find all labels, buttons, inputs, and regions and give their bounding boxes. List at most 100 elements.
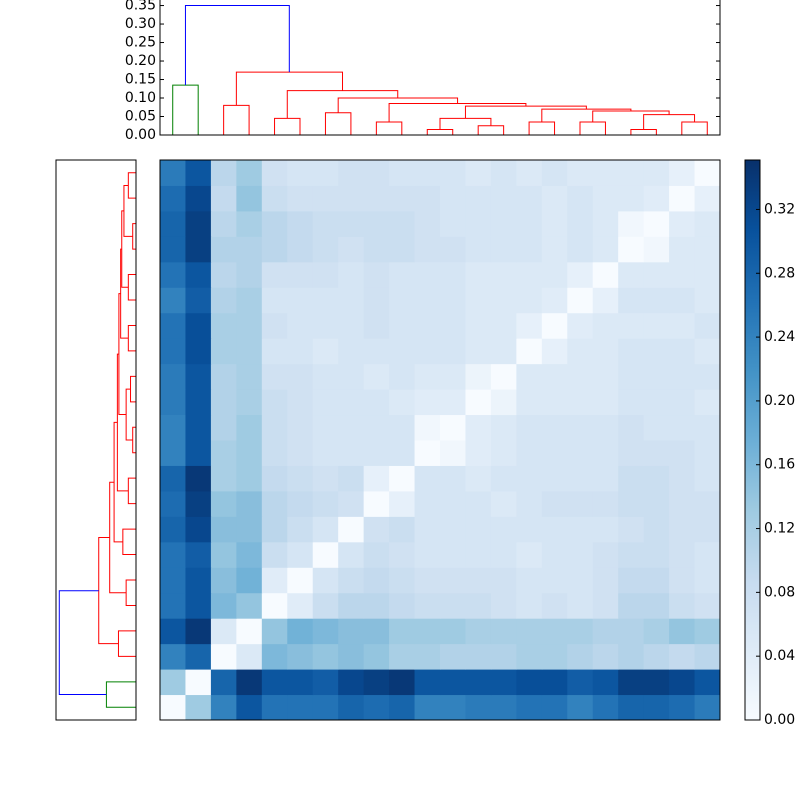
heatmap-cell (261, 465, 288, 492)
heatmap-cell (567, 541, 594, 568)
heatmap-cell (389, 287, 416, 314)
heatmap-cell (236, 414, 263, 441)
heatmap-cell (541, 338, 568, 365)
heatmap-cell (490, 592, 517, 619)
y-tick-label: 0.15 (125, 72, 156, 88)
heatmap-cell (490, 516, 517, 543)
heatmap-cell (643, 236, 670, 263)
heatmap-cell (389, 669, 416, 696)
heatmap-cell (312, 516, 339, 543)
row-dendrogram-link (127, 274, 136, 301)
heatmap-cell (669, 567, 696, 594)
heatmap-cell (338, 287, 365, 314)
heatmap-cell (414, 160, 441, 186)
heatmap-cell (414, 338, 441, 365)
heatmap-cell (160, 236, 186, 263)
heatmap-cell (643, 287, 670, 314)
heatmap-cell (338, 312, 365, 339)
heatmap-cell (465, 338, 492, 365)
heatmap-cell (440, 490, 466, 517)
heatmap-cell (389, 618, 416, 645)
heatmap-cell (465, 490, 492, 517)
heatmap-cell (567, 389, 594, 416)
heatmap-cell (592, 185, 619, 212)
heatmap-cell (541, 643, 568, 670)
heatmap-cell (338, 618, 365, 645)
heatmap-cell (643, 465, 670, 492)
heatmap-cell (490, 236, 517, 263)
heatmap-cell (669, 643, 696, 670)
heatmap-cell (694, 592, 721, 619)
heatmap-cell (363, 592, 390, 619)
heatmap-cell (465, 592, 492, 619)
dendrogram-link (630, 128, 657, 135)
heatmap-cell (210, 338, 237, 365)
heatmap-cell (465, 516, 492, 543)
heatmap-cell (618, 210, 645, 237)
heatmap-cell (440, 185, 466, 212)
heatmap-cell (490, 389, 517, 416)
heatmap-cell (694, 440, 721, 466)
heatmap-cell (185, 389, 212, 416)
heatmap-cell (567, 465, 594, 492)
heatmap-cell (414, 465, 441, 492)
plot-layer: 0.00 0.04 0.08 0.12 0.16 0.20 0.24 0.28 0.32 0.00… (55, 0, 795, 728)
heatmap-cell (465, 694, 492, 721)
heatmap-cell (643, 312, 670, 339)
heatmap-cell (363, 160, 390, 186)
heatmap-cell (618, 541, 645, 568)
heatmap-cell (643, 541, 670, 568)
heatmap-cell (236, 210, 263, 237)
heatmap-cell (287, 160, 314, 186)
heatmap-cell (541, 160, 568, 186)
heatmap-cell (669, 414, 696, 441)
heatmap-cell (567, 643, 594, 670)
heatmap-cell (160, 261, 186, 288)
heatmap-cell (338, 414, 365, 441)
heatmap-cell (567, 592, 594, 619)
heatmap-cell (185, 236, 212, 263)
heatmap-cell (516, 414, 543, 441)
heatmap-cell (618, 261, 645, 288)
heatmap-cell (490, 465, 517, 492)
heatmap-cell (567, 490, 594, 517)
heatmap-cell (261, 210, 288, 237)
dendrogram-link (337, 97, 459, 113)
heatmap-cell (185, 592, 212, 619)
heatmap-cell (287, 210, 314, 237)
heatmap-cell (669, 236, 696, 263)
heatmap-cell (541, 312, 568, 339)
heatmap-cell (236, 465, 263, 492)
heatmap-cell (287, 567, 314, 594)
heatmap-cell (414, 618, 441, 645)
y-tick-label: 0.05 (125, 109, 156, 125)
heatmap-cell (694, 363, 721, 390)
heatmap-cell (185, 516, 212, 543)
heatmap-cell (363, 490, 390, 517)
heatmap-cell (160, 669, 186, 696)
heatmap-cell (592, 516, 619, 543)
heatmap-cell (185, 414, 212, 441)
heatmap-cell (490, 669, 517, 696)
heatmap-cell (541, 567, 568, 594)
heatmap-cell (312, 236, 339, 263)
heatmap-cell (490, 185, 517, 212)
heatmap-cell (160, 465, 186, 492)
heatmap-cell (338, 669, 365, 696)
heatmap-cell (160, 312, 186, 339)
heatmap-cell (312, 643, 339, 670)
heatmap-cell (440, 338, 466, 365)
heatmap-cell (465, 389, 492, 416)
y-tick-label: 0.35 (125, 0, 156, 14)
heatmap-cell (618, 592, 645, 619)
dendrogram-frame (159, 0, 721, 136)
heatmap-cell (440, 261, 466, 288)
heatmap-cell (363, 338, 390, 365)
row-dendrogram-link (98, 536, 119, 645)
heatmap-cell (389, 440, 416, 466)
heatmap-cell (312, 694, 339, 721)
heatmap-cell (287, 261, 314, 288)
heatmap-cell (516, 465, 543, 492)
heatmap-cell (618, 363, 645, 390)
heatmap-cell (363, 363, 390, 390)
